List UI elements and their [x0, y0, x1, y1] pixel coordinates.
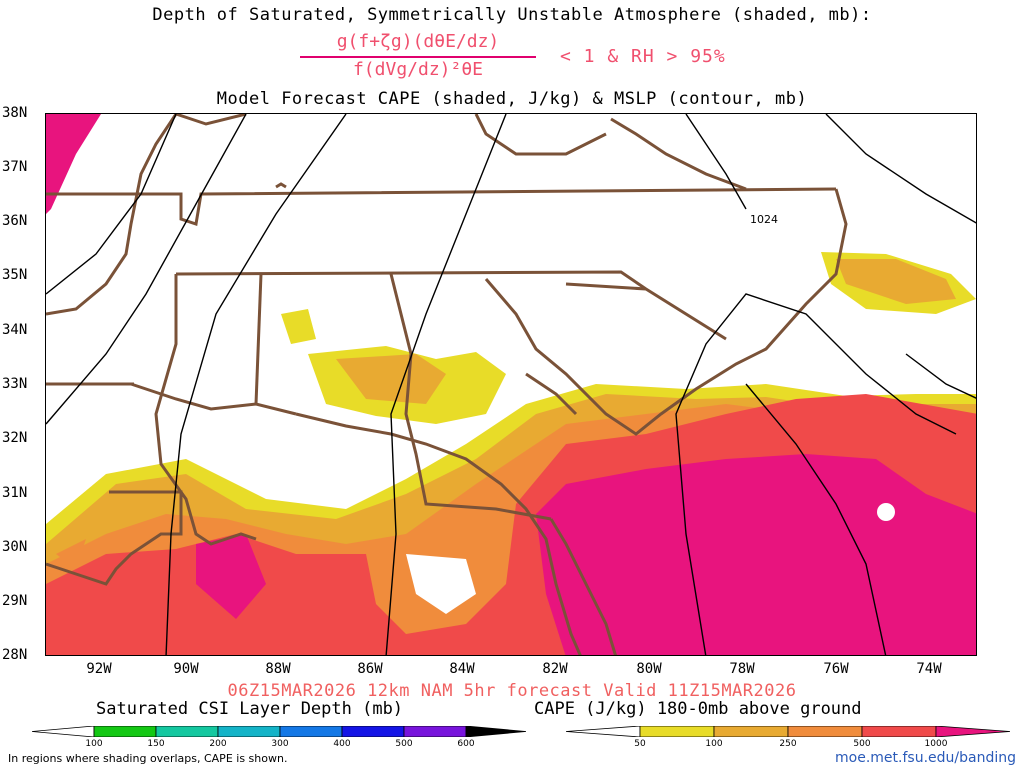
lat-label-34n: 34N	[2, 322, 28, 338]
lat-label-35n: 35N	[2, 267, 28, 283]
lon-label-82w: 82W	[542, 661, 568, 677]
formula-numerator: g(f+ζg)(dθE/dz)	[336, 31, 500, 52]
cape-colorbar-label: CAPE (J/kg) 180-0mb above ground	[534, 699, 862, 719]
mslp-isobars	[46, 114, 976, 655]
cape-gaps	[406, 503, 895, 614]
csi-colorbar	[32, 726, 526, 737]
title-line-3: Model Forecast CAPE (shaded, J/kg) & MSL…	[216, 89, 808, 109]
lon-label-90w: 90W	[173, 661, 199, 677]
csi-tick-400: 400	[333, 739, 351, 749]
lat-label-29n: 29N	[2, 593, 28, 609]
lon-label-92w: 92W	[86, 661, 112, 677]
isobar-label-bg	[749, 212, 779, 226]
lon-label-76w: 76W	[823, 661, 849, 677]
map-canvas: 1024	[46, 114, 976, 655]
lat-label-30n: 30N	[2, 539, 28, 555]
lon-label-88w: 88W	[265, 661, 291, 677]
csi-tick-100: 100	[85, 739, 103, 749]
cape-tick-1000: 1000	[924, 739, 948, 749]
valid-time-text: 06Z15MAR2026 12km NAM 5hr forecast Valid…	[227, 681, 797, 701]
formula-fraction-bar	[300, 56, 536, 58]
cape-tick-250: 250	[779, 739, 797, 749]
cape-tick-500: 500	[853, 739, 871, 749]
source-url-link[interactable]: moe.met.fsu.edu/banding	[835, 750, 1016, 766]
state-boundaries	[46, 114, 848, 655]
lon-label-74w: 74W	[916, 661, 942, 677]
lon-label-84w: 84W	[449, 661, 475, 677]
lat-label-37n: 37N	[2, 159, 28, 175]
cape-shading-1000	[46, 114, 976, 655]
lat-label-31n: 31N	[2, 485, 28, 501]
lat-label-36n: 36N	[2, 213, 28, 229]
title-line-1: Depth of Saturated, Symmetrically Unstab…	[152, 5, 872, 25]
lon-label-78w: 78W	[729, 661, 755, 677]
lon-label-86w: 86W	[357, 661, 383, 677]
cape-tick-50: 50	[634, 739, 646, 749]
csi-tick-300: 300	[271, 739, 289, 749]
csi-colorbar-label: Saturated CSI Layer Depth (mb)	[96, 699, 404, 719]
cape-colorbar	[566, 726, 1010, 737]
cape-tick-100: 100	[705, 739, 723, 749]
lat-label-38n: 38N	[2, 105, 28, 121]
formula-condition: < 1 & RH > 95%	[560, 46, 726, 67]
lon-label-80w: 80W	[636, 661, 662, 677]
csi-tick-200: 200	[209, 739, 227, 749]
overlap-note: In regions where shading overlaps, CAPE …	[8, 752, 288, 765]
isobar-label: 1024	[750, 213, 778, 226]
csi-tick-600: 600	[457, 739, 475, 749]
csi-tick-500: 500	[395, 739, 413, 749]
lat-label-28n: 28N	[2, 647, 28, 663]
csi-tick-150: 150	[147, 739, 165, 749]
formula-denominator: f(dVg/dz)²θE	[352, 59, 484, 80]
lat-label-33n: 33N	[2, 376, 28, 392]
forecast-map: 1024	[45, 113, 977, 656]
lat-label-32n: 32N	[2, 430, 28, 446]
